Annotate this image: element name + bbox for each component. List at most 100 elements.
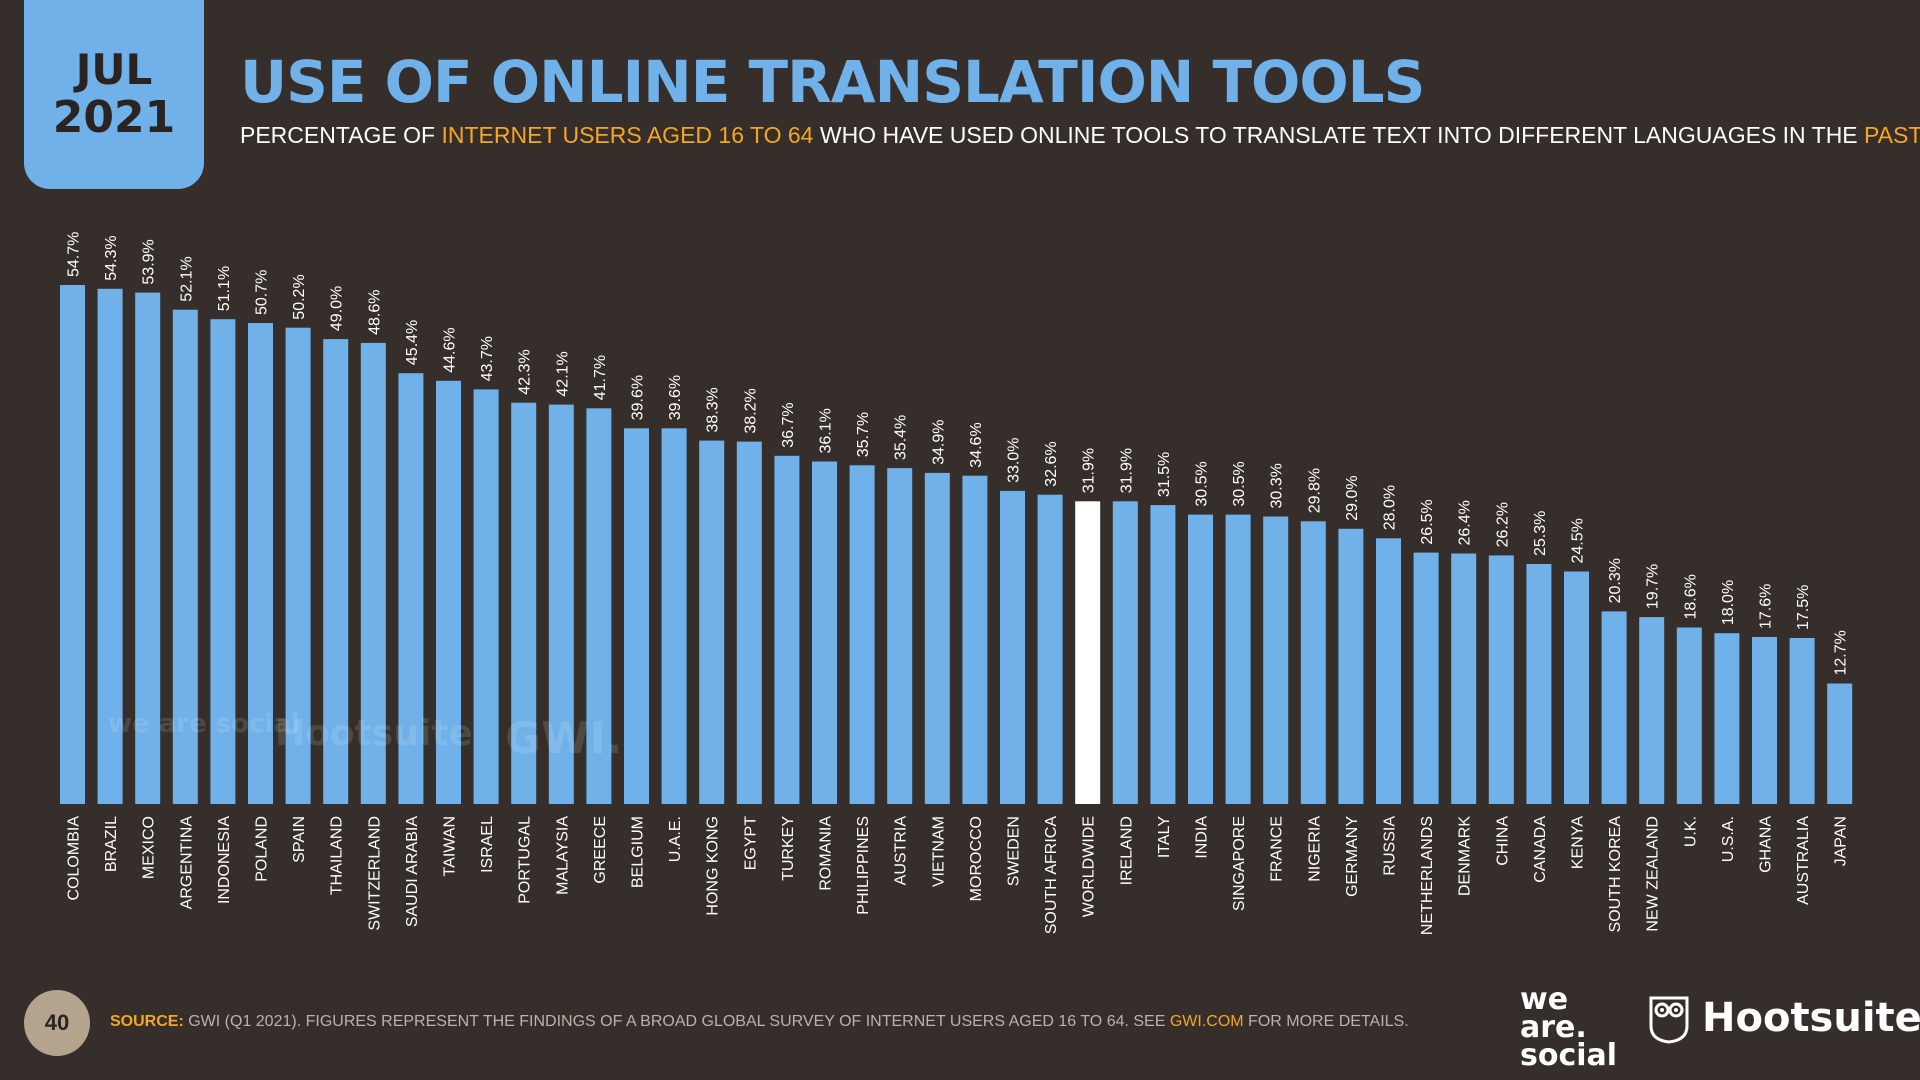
category-label: RUSSIA [1382,816,1399,876]
logo-hootsuite-text: Hootsuite [1702,995,1920,1041]
bar [624,428,649,804]
data-label: 31.9% [1118,448,1135,493]
data-label: 52.1% [178,256,195,301]
logo-are: are. [1520,1010,1587,1045]
subtitle-highlight2: PAST WEEK [1864,122,1920,148]
bar [1752,637,1777,804]
logo-social: social [1520,1038,1618,1073]
data-label: 36.7% [780,402,797,447]
bar [323,339,349,804]
data-label: 26.5% [1419,499,1436,544]
category-label: JAPAN [1833,816,1850,866]
category-label: SOUTH KOREA [1607,816,1624,933]
category-label: SOUTH AFRICA [1043,816,1060,935]
data-label: 39.6% [630,375,647,420]
page-title: USE OF ONLINE TRANSLATION TOOLS [240,48,1425,116]
data-label: 42.3% [517,349,534,394]
data-label: 31.5% [1156,452,1173,497]
data-label: 31.9% [1081,448,1098,493]
source-link[interactable]: GWI.COM [1169,1013,1244,1030]
data-label: 17.5% [1795,585,1812,630]
subtitle-part2: WHO HAVE USED ONLINE TOOLS TO TRANSLATE … [813,122,1865,148]
bar [135,292,161,804]
data-label: 42.1% [554,351,571,396]
data-label: 30.3% [1269,463,1286,508]
bar [661,428,687,804]
category-label: KENYA [1570,816,1587,869]
category-label: HONG KONG [705,816,722,916]
data-label: 34.9% [930,420,947,465]
category-label: CANADA [1532,816,1549,883]
bar [60,285,85,804]
bar [473,389,499,804]
category-label: COLOMBIA [66,816,83,901]
category-label: BELGIUM [630,816,647,888]
category-label: FRANCE [1269,816,1286,882]
data-label: 51.1% [216,266,233,311]
bar [812,461,837,804]
data-label: 18.6% [1682,574,1699,619]
bar [1263,516,1289,804]
bar [1639,617,1665,804]
category-label: TAIWAN [442,816,459,876]
category-label: EGYPT [742,816,759,870]
bar [1526,564,1552,804]
category-label: U.A.E. [667,816,684,862]
bar [1300,521,1326,804]
data-label: 32.6% [1043,441,1060,486]
bar [699,440,725,804]
data-label: 26.4% [1457,500,1474,545]
data-label: 36.1% [818,408,835,453]
bar [210,319,236,804]
category-label: NIGERIA [1306,816,1323,882]
category-label: NEW ZEALAND [1645,816,1662,932]
bar [1601,611,1627,804]
bar [1225,514,1251,804]
bar [962,475,988,804]
data-label: 35.4% [893,415,910,460]
data-label: 41.7% [592,355,609,400]
data-label: 35.7% [855,412,872,457]
category-label: POLAND [254,816,271,882]
bar [248,323,273,804]
bar [548,404,574,804]
category-label: MOROCCO [968,816,985,901]
category-label: ISRAEL [479,816,496,873]
watermark-gwi: GWI. [505,713,623,764]
bar [360,342,386,804]
bar [1075,501,1101,804]
bar [1564,571,1589,804]
bar [436,380,461,804]
data-label: 45.4% [404,320,421,365]
data-label: 17.6% [1758,584,1775,629]
data-label: 29.8% [1306,468,1323,513]
bar [172,309,198,804]
category-label: SAUDI ARABIA [404,816,421,927]
category-label: TURKEY [780,816,797,881]
category-label: THAILAND [329,816,346,895]
category-label: SWITZERLAND [366,816,383,931]
we-are-social-logo: we are. social [1520,985,1618,1073]
bar [1037,494,1063,804]
category-label: CHINA [1494,816,1511,866]
category-label: INDIA [1194,816,1211,859]
source-note: SOURCE: GWI (Q1 2021). FIGURES REPRESENT… [110,1013,1409,1031]
data-label: 53.9% [141,239,158,284]
category-label: SINGAPORE [1231,816,1248,911]
category-label: U.K. [1682,816,1699,847]
bar [511,402,537,804]
data-label: 19.7% [1645,564,1662,609]
category-label: INDONESIA [216,816,233,904]
data-label: 49.0% [329,286,346,331]
category-label: GREECE [592,816,609,884]
data-label: 44.6% [442,327,459,372]
badge-year: 2021 [52,91,176,143]
page-subtitle: PERCENTAGE OF INTERNET USERS AGED 16 TO … [240,122,1920,149]
hootsuite-logo: Hootsuite [1648,992,1920,1044]
data-label: 50.2% [291,274,308,319]
category-label: MALAYSIA [554,816,571,895]
bar [1676,627,1702,804]
badge-month: JUL [75,44,153,94]
bar [849,465,875,804]
bar [924,472,950,804]
